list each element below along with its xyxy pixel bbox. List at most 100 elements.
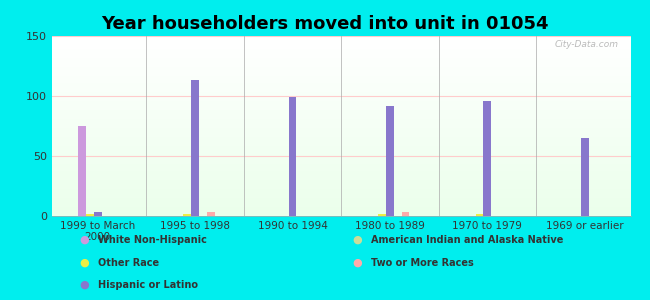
Bar [52,207,630,209]
Bar [52,196,630,198]
Text: American Indian and Alaska Native: American Indian and Alaska Native [370,235,563,245]
Bar [52,139,630,140]
Bar [52,104,630,106]
Bar [52,202,630,203]
Bar [52,86,630,88]
Bar [52,112,630,113]
Bar [52,97,630,99]
Text: ●: ● [79,257,90,268]
Bar [52,47,630,49]
Bar [52,191,630,193]
Bar [52,70,630,72]
Bar [52,106,630,108]
Bar [52,187,630,189]
Bar [52,149,630,151]
Bar [191,80,199,216]
Bar [52,205,630,207]
Bar [183,214,191,216]
Bar [52,146,630,148]
Bar [52,88,630,90]
Bar [52,92,630,94]
Bar [52,50,630,52]
Bar [52,209,630,211]
Bar [52,128,630,130]
Bar [52,189,630,191]
Bar [52,164,630,166]
Bar [52,61,630,63]
Bar [52,182,630,184]
Bar [52,131,630,133]
Bar [52,214,630,216]
Text: Hispanic or Latino: Hispanic or Latino [98,280,198,290]
Bar [52,212,630,214]
Bar [52,113,630,115]
Text: White Non-Hispanic: White Non-Hispanic [98,235,207,245]
Bar [52,38,630,40]
Bar [52,74,630,76]
Bar [476,214,484,216]
Text: City-Data.com: City-Data.com [555,40,619,49]
Bar [52,176,630,178]
Bar [52,148,630,149]
Bar [52,140,630,142]
Bar [52,142,630,144]
Bar [52,135,630,137]
Bar [52,122,630,124]
Bar [52,59,630,61]
Bar [207,212,215,216]
Bar [78,126,86,216]
Bar [52,180,630,182]
Bar [52,99,630,101]
Bar [52,194,630,196]
Bar [52,178,630,180]
Bar [52,101,630,103]
Bar [52,133,630,135]
Bar [52,41,630,43]
Bar [52,81,630,83]
Bar [52,185,630,187]
Bar [52,65,630,67]
Text: ●: ● [353,235,363,245]
Bar [52,115,630,117]
Bar [52,67,630,68]
Bar [52,193,630,194]
Bar [94,212,101,216]
Text: ●: ● [353,257,363,268]
Bar [52,103,630,104]
Bar [52,169,630,171]
Text: Year householders moved into unit in 01054: Year householders moved into unit in 010… [101,15,549,33]
Bar [52,167,630,169]
Bar [52,155,630,157]
Bar [52,85,630,86]
Bar [52,151,630,153]
Bar [52,171,630,173]
Bar [52,162,630,164]
Bar [52,184,630,185]
Bar [52,52,630,54]
Bar [52,108,630,110]
Bar [52,72,630,74]
Text: Other Race: Other Race [98,257,159,268]
Bar [52,49,630,50]
Bar [52,175,630,176]
Bar [52,76,630,77]
Bar [484,101,491,216]
Bar [52,94,630,95]
Bar [52,95,630,97]
Bar [52,40,630,41]
Bar [52,43,630,45]
Bar [52,68,630,70]
Bar [52,144,630,146]
Bar [86,214,94,216]
Bar [52,83,630,85]
Bar [52,198,630,200]
Bar [378,214,386,216]
Bar [52,77,630,79]
Bar [52,153,630,155]
Text: Two or More Races: Two or More Races [370,257,473,268]
Bar [52,121,630,122]
Bar [386,106,394,216]
Bar [52,79,630,81]
Text: ●: ● [79,235,90,245]
Bar [581,138,589,216]
